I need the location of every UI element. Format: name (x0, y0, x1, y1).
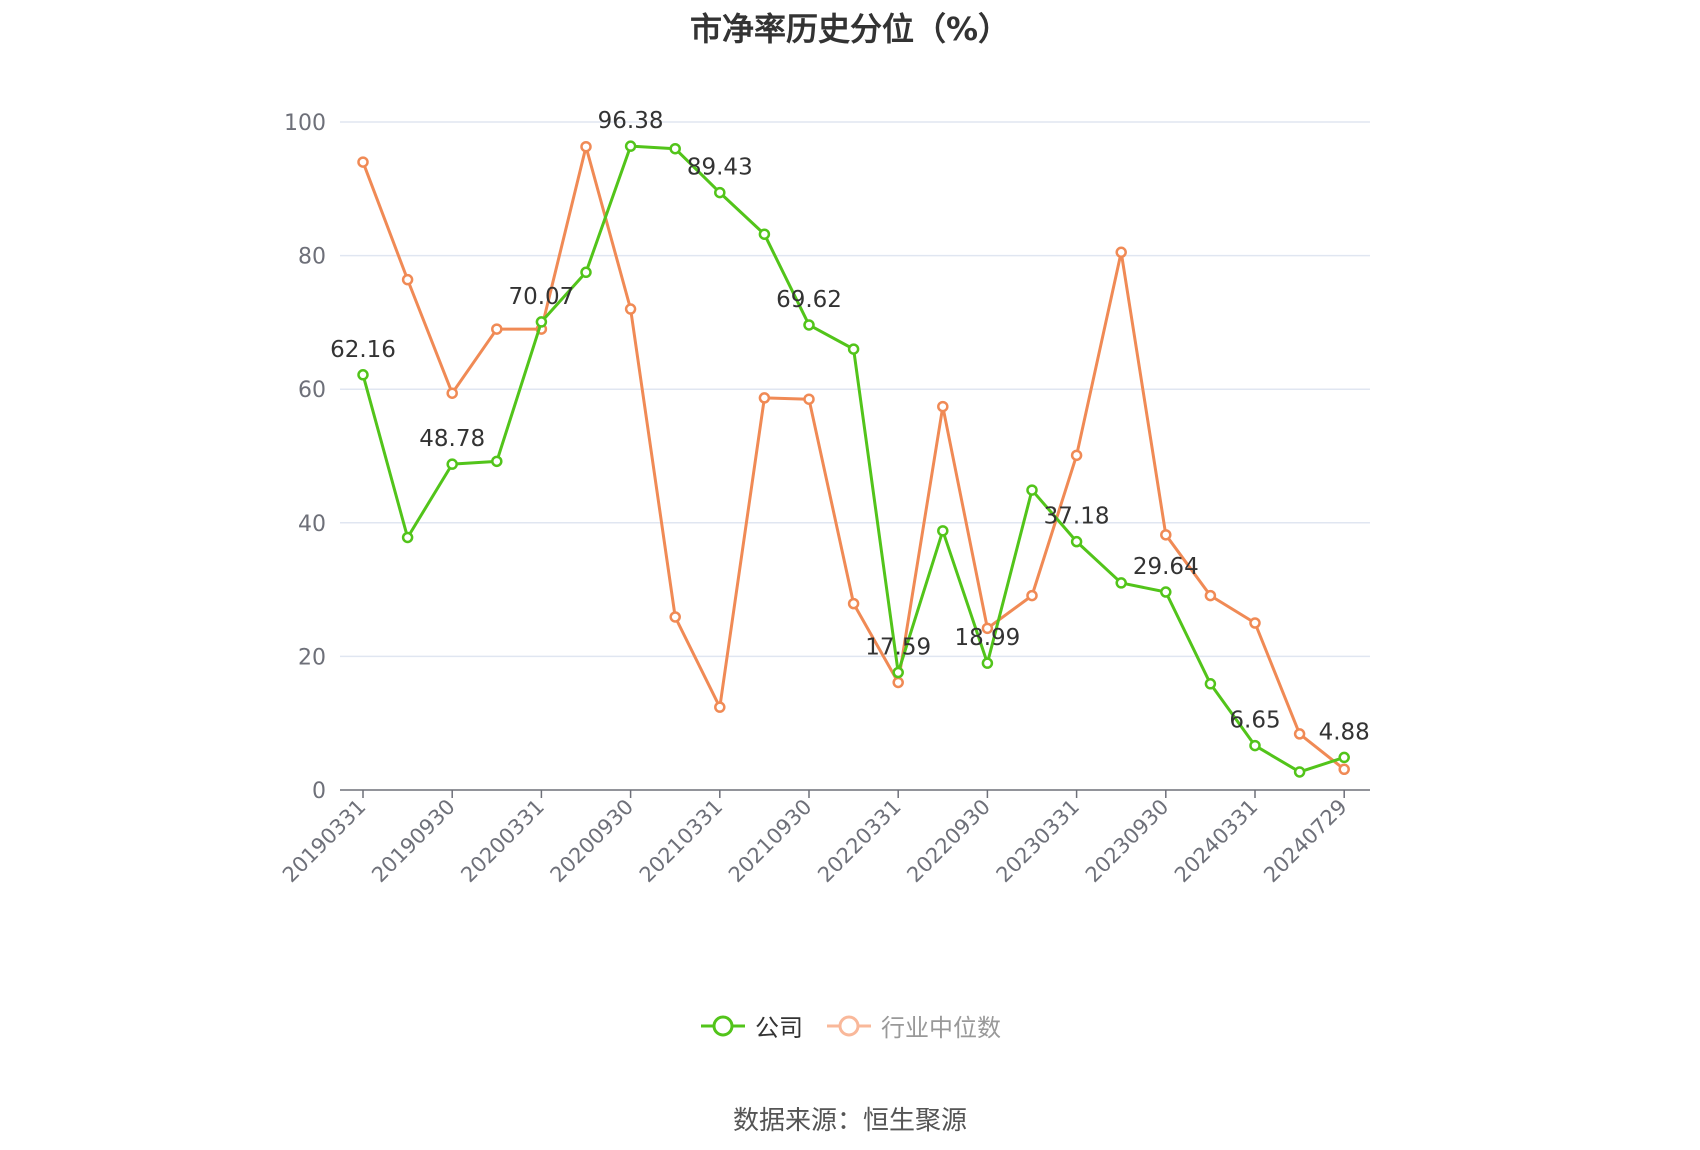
data-point-0-13 (937, 525, 949, 537)
data-label-14: 18.99 (954, 625, 1020, 651)
data-point-0-15 (1026, 484, 1038, 496)
data-point-0-10 (803, 319, 815, 331)
grid-lines (340, 121, 1370, 658)
x-tick-label-20240729: 20240729 (1259, 795, 1352, 888)
y-tick-label-0: 0 (312, 779, 326, 804)
data-point-1-10 (803, 393, 815, 405)
data-label-20: 6.65 (1229, 708, 1280, 734)
x-tick-label-20210331: 20210331 (635, 795, 728, 888)
data-label-18: 29.64 (1133, 554, 1199, 580)
data-point-1-3 (491, 323, 503, 335)
series-lines (357, 140, 1350, 778)
chart-title: 市净率历史分位（%） (689, 10, 1011, 48)
axes: 0 20 40 60 80 100 2019033120190930202003312020… (278, 111, 1370, 887)
data-point-1-15 (1026, 589, 1038, 602)
data-point-0-9 (758, 228, 771, 240)
x-tick-label-20240331: 20240331 (1170, 795, 1263, 888)
legend-company-marker-icon (701, 1015, 745, 1036)
data-point-1-2 (446, 387, 458, 399)
data-point-1-22 (1338, 763, 1350, 776)
data-point-1-21 (1293, 728, 1306, 740)
x-tick-label-20230331: 20230331 (992, 795, 1085, 888)
data-label-6: 96.38 (598, 108, 664, 134)
data-point-0-12 (892, 666, 904, 679)
data-point-0-17 (1115, 577, 1127, 589)
data-point-1-16 (1070, 449, 1083, 462)
data-point-0-14 (981, 657, 994, 669)
x-tick-label-20190331: 20190331 (278, 795, 371, 888)
legend-item-industry-median[interactable]: 行业中位数 (825, 1008, 1001, 1043)
data-point-0-16 (1070, 535, 1083, 548)
data-label-0: 62.16 (330, 337, 396, 363)
x-tick-label-20210930: 20210930 (724, 795, 817, 888)
data-point-0-0 (357, 369, 369, 381)
line-chart: 0 20 40 60 80 100 2019033120190930202003312020… (278, 108, 1370, 887)
legend-label-industry-median: 行业中位数 (881, 1014, 1001, 1042)
data-point-1-5 (580, 140, 592, 153)
data-point-1-0 (357, 156, 369, 168)
data-point-0-8 (714, 186, 726, 199)
data-label-8: 89.43 (687, 155, 753, 181)
data-point-0-7 (669, 142, 681, 155)
data-point-1-20 (1249, 617, 1261, 629)
legend-item-company[interactable]: 公司 (699, 1008, 803, 1043)
data-point-1-13 (937, 400, 949, 413)
data-point-1-7 (669, 611, 681, 623)
data-labels: 62.16 48.78 70.07 96.38 89.43 69.62 17.59 18.99… (330, 108, 1370, 745)
x-tick-label-20220930: 20220930 (902, 795, 995, 888)
legend-label-company: 公司 (755, 1014, 803, 1042)
data-point-0-6 (624, 140, 637, 152)
data-label-2: 48.78 (419, 426, 485, 452)
y-tick-label-40: 40 (298, 512, 326, 537)
data-point-1-11 (847, 597, 860, 610)
data-label-4: 70.07 (508, 284, 574, 310)
data-point-0-11 (847, 343, 860, 355)
data-point-0-1 (401, 531, 414, 544)
data-label-12: 17.59 (865, 634, 931, 660)
data-point-0-3 (491, 455, 503, 468)
data-label-22: 4.88 (1319, 719, 1370, 745)
data-point-0-18 (1160, 586, 1172, 598)
data-point-1-18 (1160, 529, 1172, 541)
data-point-0-20 (1249, 739, 1261, 752)
y-tick-label-100: 100 (284, 111, 326, 136)
data-point-1-12 (892, 676, 904, 689)
data-label-16: 37.18 (1044, 504, 1110, 530)
y-tick-label-60: 60 (298, 378, 326, 403)
data-point-1-19 (1204, 589, 1217, 602)
data-point-1-9 (758, 392, 771, 404)
data-point-0-4 (535, 316, 548, 328)
data-point-0-2 (446, 458, 458, 470)
data-point-1-14 (981, 622, 994, 635)
x-tick-label-20230930: 20230930 (1081, 795, 1174, 888)
source-note: 数据来源：恒生聚源 (732, 1106, 967, 1136)
legend-industry-marker-icon (827, 1015, 871, 1036)
data-label-10: 69.62 (776, 287, 842, 313)
legend: 公司 行业中位数 (0, 1008, 1700, 1043)
data-point-1-1 (401, 273, 414, 286)
y-tick-label-80: 80 (298, 245, 326, 270)
data-point-0-5 (580, 266, 592, 279)
data-point-0-19 (1204, 678, 1217, 690)
series-line-0 (361, 144, 1345, 774)
x-tick-label-20200331: 20200331 (456, 795, 549, 888)
data-point-1-8 (714, 701, 726, 713)
y-tick-label-20: 20 (298, 645, 326, 670)
data-point-1-17 (1115, 246, 1127, 259)
data-point-1-6 (624, 303, 637, 315)
data-point-0-22 (1338, 751, 1350, 764)
series-line-1 (361, 145, 1346, 771)
x-tick-label-20190930: 20190930 (367, 795, 460, 888)
data-point-0-21 (1293, 766, 1306, 778)
x-tick-label-20200930: 20200930 (546, 795, 639, 888)
x-tick-label-20220331: 20220331 (813, 795, 906, 888)
